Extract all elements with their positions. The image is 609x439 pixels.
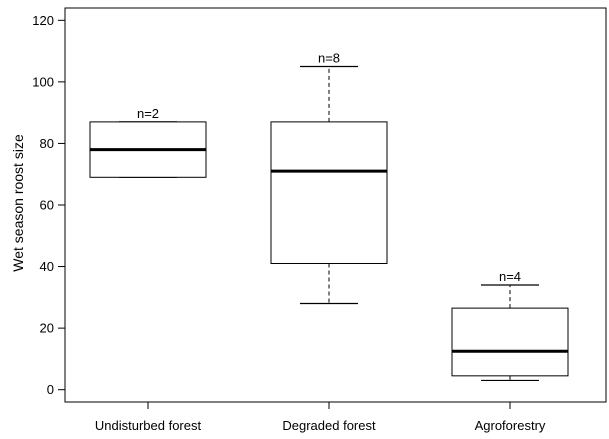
box-2: n=4: [451, 269, 569, 382]
y-tick-label: 20: [40, 321, 54, 336]
x-tick-label: Degraded forest: [282, 418, 376, 433]
y-tick-label: 120: [32, 13, 54, 28]
box-0: n=2: [89, 106, 207, 178]
y-tick-label: 100: [32, 74, 54, 89]
box-1: n=8: [270, 50, 388, 305]
sample-size-label: n=2: [137, 106, 159, 121]
y-tick-label: 40: [40, 259, 54, 274]
y-tick-label: 80: [40, 136, 54, 151]
box-iqr: [270, 121, 388, 264]
y-axis-title: Wet season roost size: [10, 134, 26, 272]
y-tick-label: 60: [40, 198, 54, 213]
sample-size-label: n=8: [318, 50, 340, 65]
y-tick-label: 0: [47, 382, 54, 397]
box-iqr: [451, 307, 569, 377]
sample-size-label: n=4: [499, 269, 521, 284]
x-tick-label: Undisturbed forest: [95, 418, 202, 433]
x-tick-label: Agroforestry: [475, 418, 546, 433]
